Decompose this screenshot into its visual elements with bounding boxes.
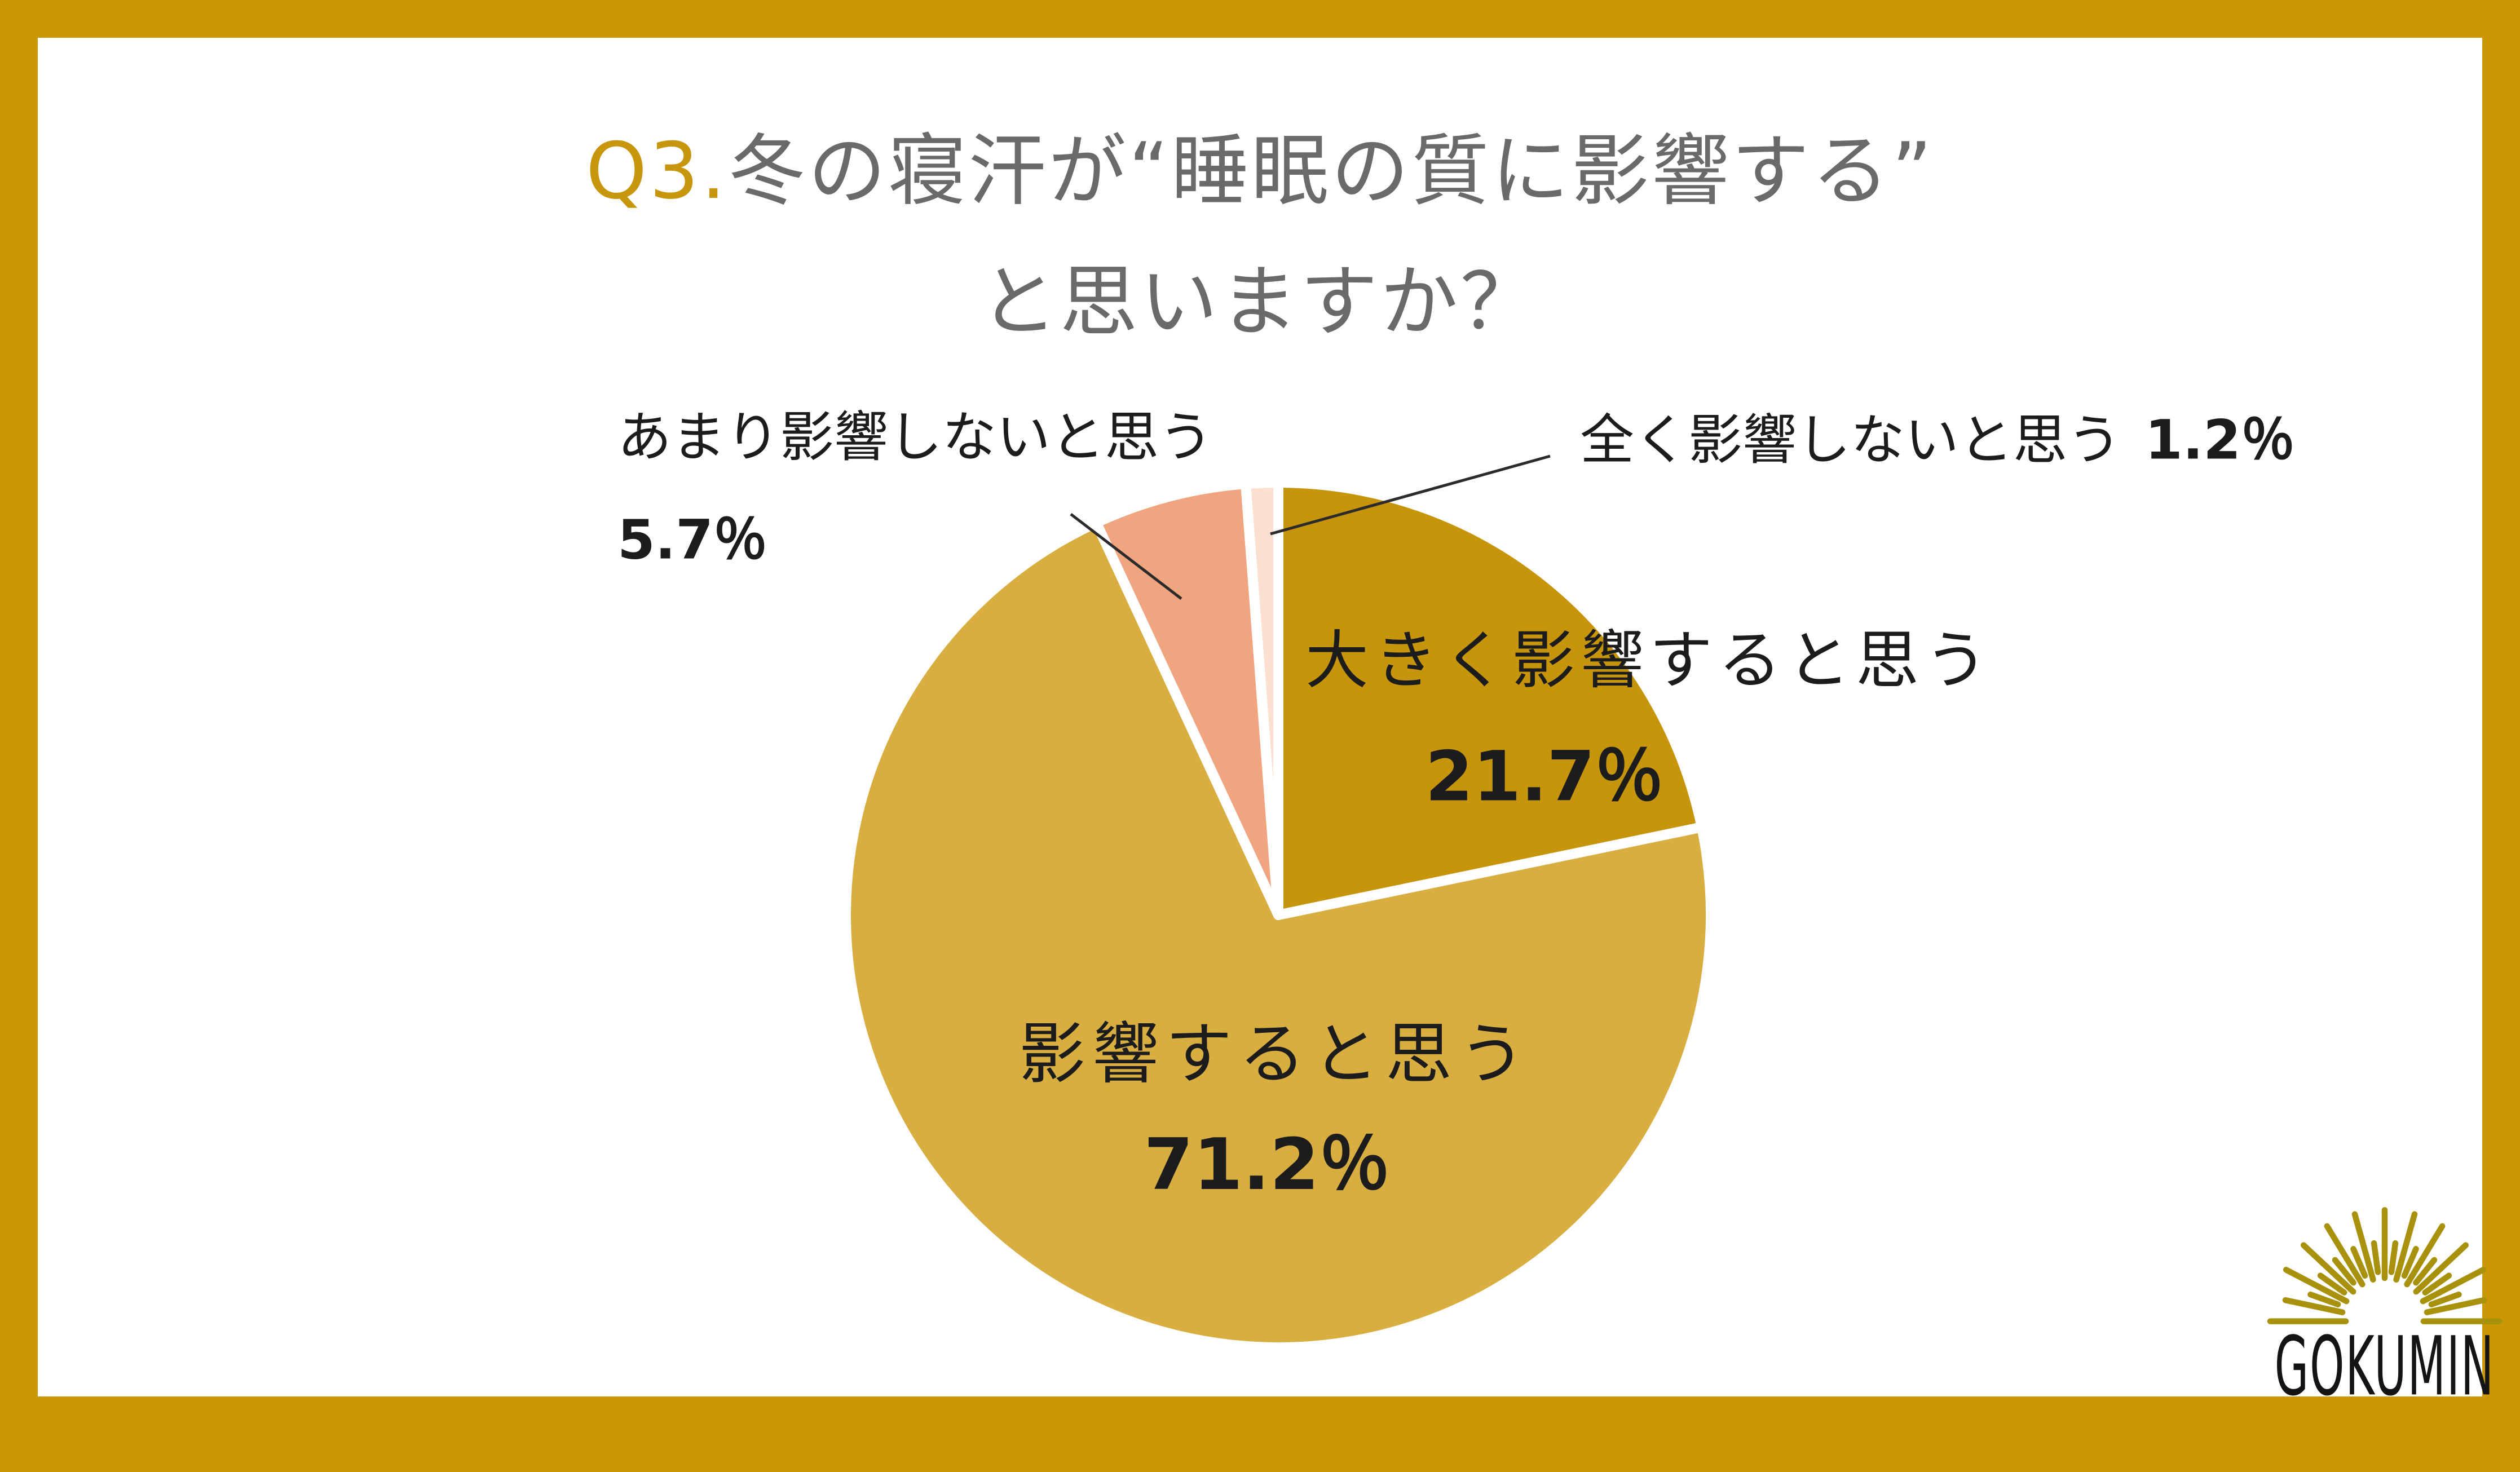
leader-line-mattaku bbox=[1270, 454, 1551, 536]
sun-ray bbox=[2424, 1297, 2487, 1315]
sun-ray bbox=[2282, 1297, 2346, 1315]
label-ookiku-percent: 21.7％ bbox=[1425, 721, 1663, 821]
chart-canvas: Q3.冬の寝汗が“睡眠の質に影響する” と思いますか？ あまり影響しないと思う … bbox=[38, 38, 2503, 1414]
pie-slice-1 bbox=[841, 518, 1716, 1352]
sun-ray bbox=[2428, 1291, 2462, 1307]
question-number: Q3. bbox=[585, 126, 729, 216]
pie-slice-2 bbox=[1091, 479, 1283, 920]
page-title-line2: と思いますか？ bbox=[38, 257, 2482, 347]
label-amari-percent: 5.7％ bbox=[617, 496, 767, 574]
sun-ray bbox=[2283, 1267, 2350, 1305]
gokumin-logo: GOKUMIN bbox=[2261, 1203, 2509, 1414]
pie-slice-0 bbox=[1273, 478, 1707, 920]
pie-chart bbox=[841, 454, 1716, 1352]
sun-ray bbox=[2332, 1257, 2356, 1286]
sun-ray bbox=[2371, 1240, 2381, 1275]
label-mattaku: 全く影響しないと思う 1.2％ bbox=[1580, 396, 2295, 475]
sun-ray bbox=[2351, 1211, 2376, 1283]
label-amari: あまり影響しないと思う bbox=[617, 394, 1213, 472]
sun-ray bbox=[2401, 1246, 2419, 1279]
sun-ray bbox=[2422, 1272, 2452, 1296]
label-eikyou-text: 影響すると思う bbox=[1018, 1015, 1533, 1093]
label-mattaku-text: 全く影響しないと思う bbox=[1580, 408, 2121, 472]
infographic-page: { "page": { "frame_color": "#CB9803", "b… bbox=[38, 38, 2503, 1414]
brand-name: GOKUMIN bbox=[2274, 1320, 2495, 1414]
sun-ray bbox=[2300, 1242, 2356, 1295]
label-amari-percent-text: 5.7％ bbox=[617, 508, 768, 572]
page-title-line1: Q3.冬の寝汗が“睡眠の質に影響する” bbox=[38, 126, 2482, 216]
sun-ray bbox=[2393, 1211, 2418, 1283]
pie-slice-3 bbox=[1241, 478, 1283, 920]
sunburst-icon bbox=[2267, 1207, 2503, 1324]
sun-ray bbox=[2404, 1223, 2446, 1288]
question-text-line2: と思いますか？ bbox=[979, 257, 1541, 347]
sun-ray bbox=[2388, 1240, 2399, 1275]
sun-ray bbox=[2324, 1223, 2365, 1288]
label-ookiku-text: 大きく影響すると思う bbox=[1305, 624, 1993, 697]
sun-ray bbox=[2350, 1246, 2368, 1279]
pie-wedges bbox=[841, 478, 1716, 1352]
sun-ray bbox=[2317, 1272, 2347, 1296]
label-ookiku-percent-text: 21.7％ bbox=[1425, 736, 1664, 817]
label-eikyou-percent-text: 71.2％ bbox=[1144, 1123, 1391, 1206]
question-text-line1: 冬の寝汗が“睡眠の質に影響する” bbox=[728, 126, 1935, 216]
sun-ray bbox=[2420, 1267, 2487, 1305]
leader-line-amari bbox=[1070, 513, 1182, 600]
label-eikyou-percent: 71.2％ bbox=[1144, 1107, 1391, 1210]
sun-ray bbox=[2307, 1291, 2341, 1307]
label-mattaku-percent-text: 1.2％ bbox=[2145, 408, 2296, 472]
label-eikyou: 影響すると思う bbox=[1019, 1000, 1532, 1097]
sun-ray bbox=[2413, 1242, 2469, 1295]
sun-ray bbox=[2413, 1257, 2438, 1286]
label-amari-text: あまり影響しないと思う bbox=[617, 405, 1213, 469]
label-ookiku: 大きく影響すると思う bbox=[1305, 609, 1993, 701]
